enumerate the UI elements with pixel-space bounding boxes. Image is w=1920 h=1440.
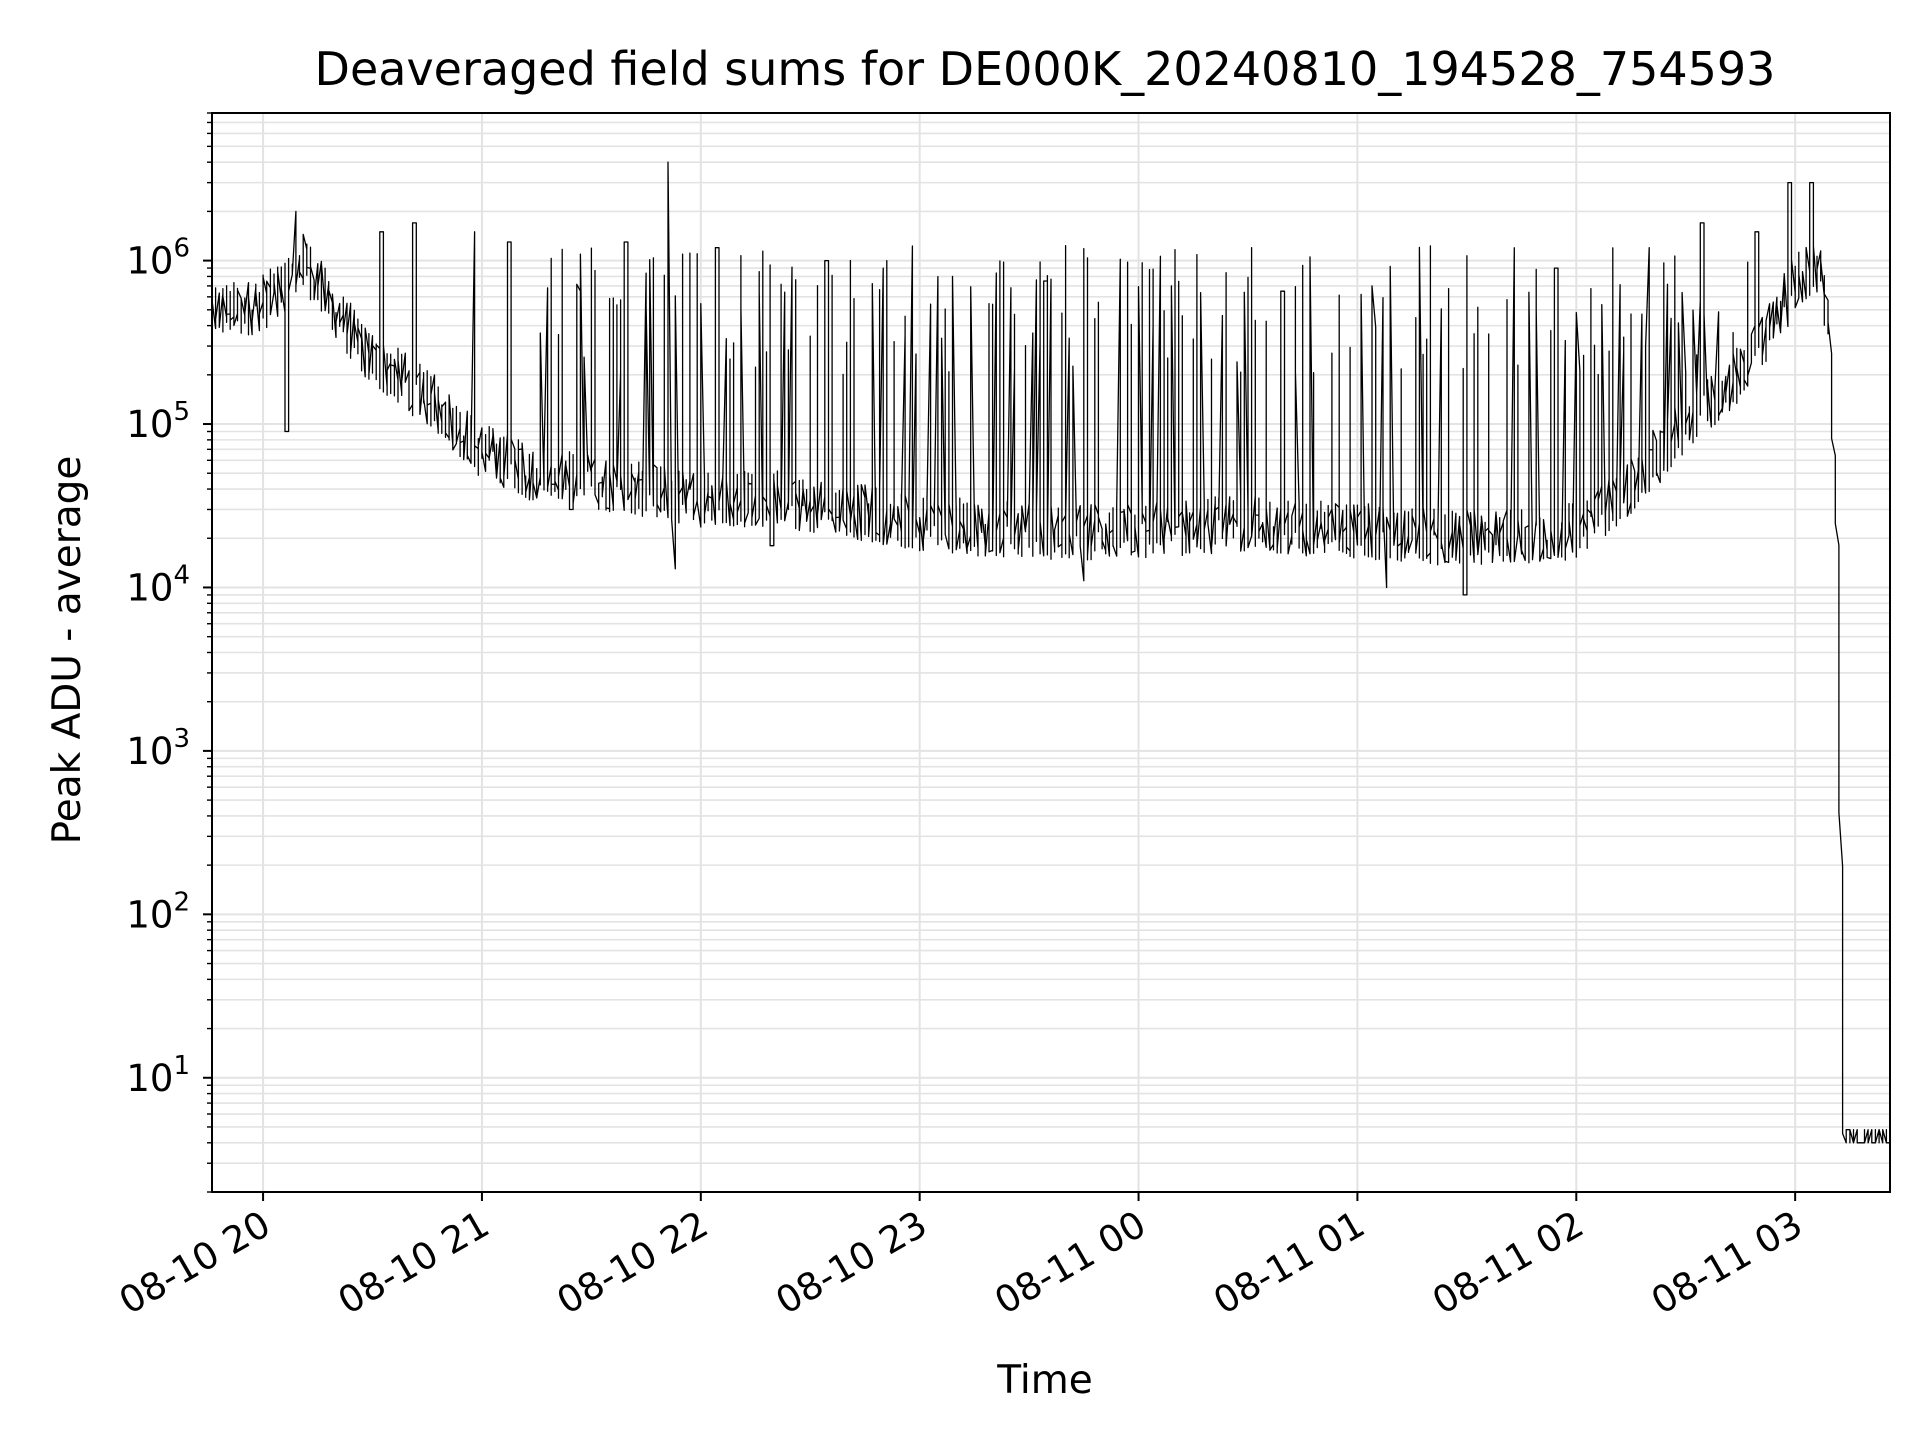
chart-title: Deaveraged field sums for DE000K_2024081… bbox=[315, 42, 1776, 96]
data-layer bbox=[211, 161, 1890, 1144]
y-tick-label: 105 bbox=[126, 397, 190, 446]
y-tick-label: 102 bbox=[126, 887, 190, 936]
y-axis-label: Peak ADU - average bbox=[45, 456, 90, 845]
data-series-line bbox=[211, 161, 1890, 1144]
y-tick-label: 106 bbox=[126, 234, 190, 283]
y-tick-label: 101 bbox=[126, 1051, 190, 1100]
y-tick-label: 103 bbox=[126, 724, 190, 773]
y-tick-label: 104 bbox=[126, 560, 190, 609]
x-axis-label: Time bbox=[996, 1358, 1092, 1403]
